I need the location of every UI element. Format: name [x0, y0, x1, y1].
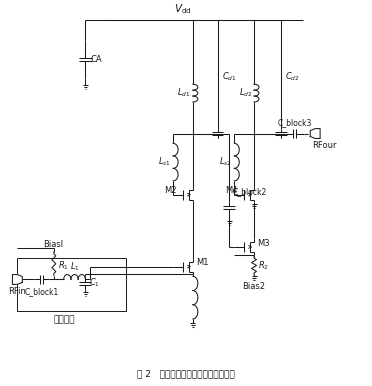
Text: CA: CA: [90, 55, 102, 64]
Text: C_block1: C_block1: [25, 288, 59, 296]
Text: 输入匹配: 输入匹配: [54, 315, 76, 324]
Text: M2: M2: [164, 186, 176, 195]
Text: $C_1$: $C_1$: [89, 277, 100, 290]
Text: C_block2: C_block2: [232, 187, 267, 196]
Text: 图 2   宽带低噪声放大器的电路结构图: 图 2 宽带低噪声放大器的电路结构图: [137, 369, 235, 378]
Polygon shape: [12, 274, 22, 284]
Text: Bias2: Bias2: [243, 282, 266, 291]
Text: $L_{d1}$: $L_{d1}$: [177, 87, 191, 99]
Text: $R_1$: $R_1$: [58, 259, 69, 272]
Text: RFin: RFin: [9, 288, 26, 296]
Text: $R_2$: $R_2$: [258, 259, 269, 272]
Text: $C_{d2}$: $C_{d2}$: [285, 71, 299, 83]
Text: M1: M1: [196, 258, 208, 267]
Text: C_block3: C_block3: [277, 118, 312, 127]
Polygon shape: [310, 129, 320, 139]
Text: $L_1$: $L_1$: [70, 260, 80, 273]
Text: $V_\mathrm{dd}$: $V_\mathrm{dd}$: [174, 2, 192, 16]
Text: $C_{d1}$: $C_{d1}$: [221, 71, 236, 83]
Text: $L_{d2}$: $L_{d2}$: [238, 87, 252, 99]
Bar: [17, 258, 126, 311]
Text: Biasl: Biasl: [43, 240, 63, 249]
Text: $L_{s1}$: $L_{s1}$: [158, 156, 171, 168]
Text: M3: M3: [257, 239, 270, 247]
Text: RFour: RFour: [312, 141, 336, 151]
Text: $L_{s2}$: $L_{s2}$: [219, 156, 232, 168]
Text: M4: M4: [225, 186, 237, 195]
